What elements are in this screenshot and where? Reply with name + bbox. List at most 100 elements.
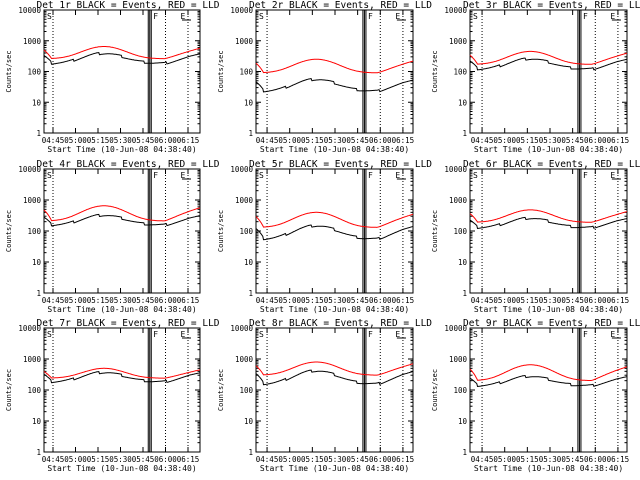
x-tick-label: 05:45 (346, 136, 369, 145)
detector-panel-9: Det 9r BLACK = Events, RED = LLD 1 10 100 10… (431, 318, 640, 473)
event-mark: E (181, 171, 186, 180)
x-axis-label: Start Time (10-Jun-08 04:38:40) (47, 464, 196, 473)
y-tick-label: 10000 (444, 6, 467, 15)
x-tick-label: 05:30 (109, 455, 132, 464)
x-tick-label: 04:45 (256, 136, 279, 145)
y-tick-label: 10000 (18, 6, 41, 15)
lld-series-line (469, 209, 628, 223)
event-mark: F (583, 330, 588, 339)
y-tick-label: 10000 (230, 6, 253, 15)
y-axis-label: Counts/sec (5, 369, 13, 411)
x-tick-label: 06:00 (369, 296, 392, 305)
x-tick-label: 05:15 (87, 136, 110, 145)
detector-panel-2: Det 2r BLACK = Events, RED = LLD 1 10 100 10… (217, 0, 432, 154)
panel-title: Det 9r BLACK = Events, RED = LLD (463, 318, 640, 329)
event-mark: F (368, 330, 373, 339)
x-tick-label: 05:00 (64, 136, 87, 145)
x-tick-label: 05:30 (109, 136, 132, 145)
x-axis-label: Start Time (10-Jun-08 04:38:40) (260, 464, 409, 473)
y-tick-label: 1000 (449, 355, 468, 364)
y-tick-label: 1000 (23, 355, 42, 364)
detector-panel-8: Det 8r BLACK = Events, RED = LLD 1 10 100 10… (217, 318, 432, 473)
y-tick-label: 10000 (230, 324, 253, 333)
events-series-line (469, 57, 628, 71)
y-tick-label: 1000 (235, 37, 254, 46)
plot-frame (469, 327, 628, 453)
x-tick-label: 04:45 (471, 296, 494, 305)
y-tick-label: 1 (248, 289, 253, 298)
x-tick-label: 04:45 (42, 455, 65, 464)
x-tick-label: 06:00 (154, 136, 177, 145)
y-tick-label: 1000 (23, 196, 42, 205)
detector-panel-6: Det 6r BLACK = Events, RED = LLD 1 10 100 10… (431, 159, 640, 314)
x-tick-label: 06:00 (154, 455, 177, 464)
x-tick-label: 05:00 (493, 455, 516, 464)
y-tick-label: 10 (458, 258, 468, 267)
panel-title: Det 8r BLACK = Events, RED = LLD (249, 318, 432, 329)
x-tick-label: 05:30 (539, 136, 562, 145)
event-mark: S (473, 330, 478, 339)
y-axis-label: Counts/sec (217, 50, 225, 92)
plot-frame (43, 9, 201, 134)
x-tick-label: 04:45 (256, 296, 279, 305)
y-axis-label: Counts/sec (431, 50, 439, 92)
event-mark: S (47, 12, 52, 21)
event-mark: F (153, 330, 158, 339)
y-tick-label: 10 (458, 417, 468, 426)
events-series-line (43, 52, 201, 65)
x-tick-label: 06:00 (584, 136, 607, 145)
panel-title: Det 6r BLACK = Events, RED = LLD (463, 159, 640, 170)
y-tick-label: 1 (248, 448, 253, 457)
x-axis-label: Start Time (10-Jun-08 04:38:40) (474, 145, 623, 154)
x-tick-label: 05:30 (324, 136, 347, 145)
y-tick-label: 100 (453, 227, 467, 236)
detector-panel-5: Det 5r BLACK = Events, RED = LLD 1 10 100 10… (217, 159, 432, 314)
x-tick-label: 05:00 (493, 136, 516, 145)
x-tick-label: 05:00 (64, 455, 87, 464)
lld-series-line (469, 50, 628, 65)
y-tick-label: 100 (27, 386, 41, 395)
y-tick-label: 10 (32, 98, 42, 107)
events-series-line (43, 213, 201, 227)
event-mark: S (47, 330, 52, 339)
x-tick-label: 05:15 (516, 455, 539, 464)
y-tick-label: 10000 (444, 165, 467, 174)
x-tick-label: 04:45 (42, 296, 65, 305)
y-tick-label: 10 (32, 258, 42, 267)
y-tick-label: 10 (244, 98, 254, 107)
x-tick-label: 06:00 (369, 455, 392, 464)
events-series-line (255, 369, 414, 386)
x-tick-label: 05:00 (493, 296, 516, 305)
y-tick-label: 10 (244, 258, 254, 267)
y-tick-label: 1000 (449, 37, 468, 46)
y-tick-label: 10 (32, 417, 42, 426)
x-tick-label: 05:00 (278, 136, 301, 145)
panel-title: Det 2r BLACK = Events, RED = LLD (249, 0, 432, 11)
lld-series-line (469, 364, 628, 381)
x-tick-label: 06:15 (392, 455, 415, 464)
x-tick-label: 05:30 (324, 455, 347, 464)
plot-frame (469, 9, 628, 134)
x-tick-label: 05:45 (346, 455, 369, 464)
event-mark: F (153, 12, 158, 21)
event-mark: E (181, 330, 186, 339)
events-series-line (469, 216, 628, 230)
y-tick-label: 1 (248, 129, 253, 138)
event-mark: E (395, 330, 400, 339)
x-tick-label: 05:15 (301, 296, 324, 305)
y-tick-label: 1 (462, 448, 467, 457)
x-tick-label: 05:15 (516, 136, 539, 145)
x-tick-label: 06:15 (607, 455, 630, 464)
y-tick-label: 1000 (23, 37, 42, 46)
x-tick-label: 06:15 (177, 455, 200, 464)
y-tick-label: 100 (27, 227, 41, 236)
y-tick-label: 100 (453, 68, 467, 77)
x-tick-label: 05:15 (301, 455, 324, 464)
detector-panel-4: Det 4r BLACK = Events, RED = LLD 1 10 100 10… (5, 159, 220, 314)
event-mark: F (583, 171, 588, 180)
x-tick-label: 05:45 (132, 455, 155, 464)
y-tick-label: 10 (458, 98, 468, 107)
x-axis-label: Start Time (10-Jun-08 04:38:40) (474, 464, 623, 473)
x-tick-label: 04:45 (471, 455, 494, 464)
x-tick-label: 05:45 (132, 136, 155, 145)
